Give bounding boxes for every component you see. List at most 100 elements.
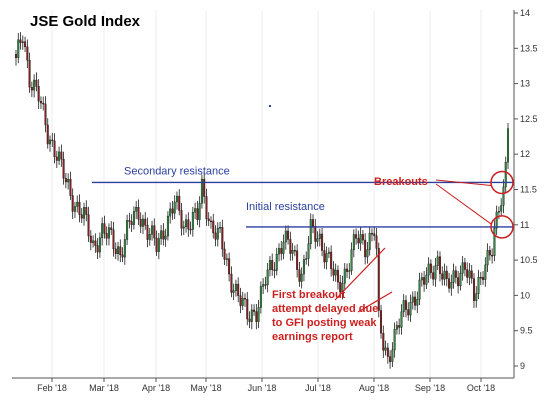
- candle-body: [46, 124, 49, 145]
- candle-body: [135, 207, 138, 212]
- candle-body: [39, 101, 42, 104]
- candle-body: [436, 256, 439, 266]
- y-tick-label: 14: [520, 8, 530, 18]
- candle-body: [450, 282, 453, 289]
- candle-body: [307, 243, 310, 259]
- candle-body: [300, 273, 303, 282]
- candle-body: [273, 269, 276, 272]
- candle-body: [219, 227, 222, 229]
- candle-body: [463, 262, 466, 270]
- candle-body: [198, 203, 201, 220]
- candle-body: [17, 39, 20, 59]
- candle-body: [497, 211, 500, 213]
- candle-body: [377, 248, 380, 311]
- candle-body: [69, 179, 72, 196]
- candle-body: [96, 245, 99, 253]
- candle-body: [284, 230, 287, 243]
- candle-body: [255, 311, 258, 322]
- candle-body: [457, 277, 460, 287]
- stray-mark: [269, 105, 271, 107]
- candle-body: [302, 259, 305, 275]
- candle-body: [128, 220, 131, 222]
- candle-body: [60, 151, 63, 160]
- candle-body: [382, 332, 385, 351]
- x-tick-label: Sep '18: [415, 383, 445, 393]
- candle-body: [171, 208, 174, 214]
- candle-body: [502, 186, 505, 206]
- candle-body: [389, 356, 392, 362]
- candle-body: [459, 272, 462, 287]
- candle-body: [296, 250, 299, 270]
- candle-body: [348, 270, 351, 272]
- candle-body: [352, 234, 355, 251]
- candle-body: [438, 256, 441, 274]
- candle-body: [434, 265, 437, 280]
- candle-body: [15, 54, 17, 59]
- candle-body: [488, 250, 491, 256]
- candle-body: [164, 235, 167, 240]
- candle-body: [148, 234, 151, 240]
- candle-body: [427, 263, 430, 276]
- candle-body: [30, 87, 33, 91]
- candle-body: [370, 233, 373, 235]
- breakout-pointer: [435, 179, 492, 186]
- candle-body: [404, 300, 407, 310]
- breakout-pointer: [435, 183, 492, 225]
- candle-body: [98, 237, 101, 253]
- y-tick-label: 10: [520, 290, 530, 300]
- candle-body: [468, 270, 471, 278]
- x-ticks: Feb '18 Mar '18 Apr '18 May '18 Jun '18 Jul '…: [37, 378, 495, 393]
- candle-body: [85, 207, 88, 215]
- candle-body: [126, 220, 129, 240]
- candle-body: [407, 309, 410, 316]
- candle-body: [26, 46, 29, 61]
- candle-body: [28, 60, 31, 88]
- candle-body: [44, 103, 47, 126]
- x-tick-label: Mar '18: [89, 383, 119, 393]
- candle-body: [491, 254, 494, 257]
- candle-body: [196, 208, 199, 220]
- candle-body: [101, 223, 104, 238]
- candle-body: [495, 211, 498, 229]
- candle-body: [298, 269, 301, 282]
- candle-body: [237, 283, 240, 296]
- candle-body: [475, 293, 478, 301]
- candle-body: [420, 277, 423, 281]
- candle-body: [53, 140, 56, 158]
- candle-body: [87, 214, 90, 237]
- breakouts-label: Breakouts: [374, 176, 428, 188]
- x-tick-label: Oct '18: [467, 383, 495, 393]
- candle-body: [105, 233, 108, 239]
- candle-body: [507, 128, 509, 163]
- candle-body: [391, 349, 394, 362]
- y-tick-label: 13: [520, 79, 530, 89]
- candle-body: [37, 86, 40, 102]
- candle-body: [205, 196, 208, 219]
- candle-body: [187, 219, 190, 230]
- first-breakout-label: to GFI posting weak: [272, 317, 377, 329]
- candle-body: [357, 238, 360, 244]
- candles: [15, 32, 509, 369]
- candle-body: [479, 277, 482, 279]
- candle-body: [504, 162, 507, 188]
- candle-body: [178, 195, 181, 211]
- candle-body: [232, 290, 235, 293]
- candle-body: [244, 298, 246, 300]
- candle-body: [21, 41, 24, 43]
- candle-body: [139, 218, 142, 227]
- candle-body: [117, 246, 120, 254]
- candle-body: [225, 258, 228, 260]
- candle-body: [334, 269, 337, 276]
- candle-body: [130, 221, 133, 225]
- candle-body: [114, 248, 117, 254]
- first-breakout-pointer: [334, 247, 386, 301]
- y-tick-label: 11: [520, 220, 529, 230]
- candle-body: [355, 234, 358, 239]
- candle-body: [209, 220, 212, 223]
- candle-body: [112, 229, 115, 250]
- candle-body: [366, 249, 369, 258]
- candle-body: [402, 300, 405, 313]
- candle-body: [309, 219, 312, 245]
- candle-body: [123, 239, 126, 258]
